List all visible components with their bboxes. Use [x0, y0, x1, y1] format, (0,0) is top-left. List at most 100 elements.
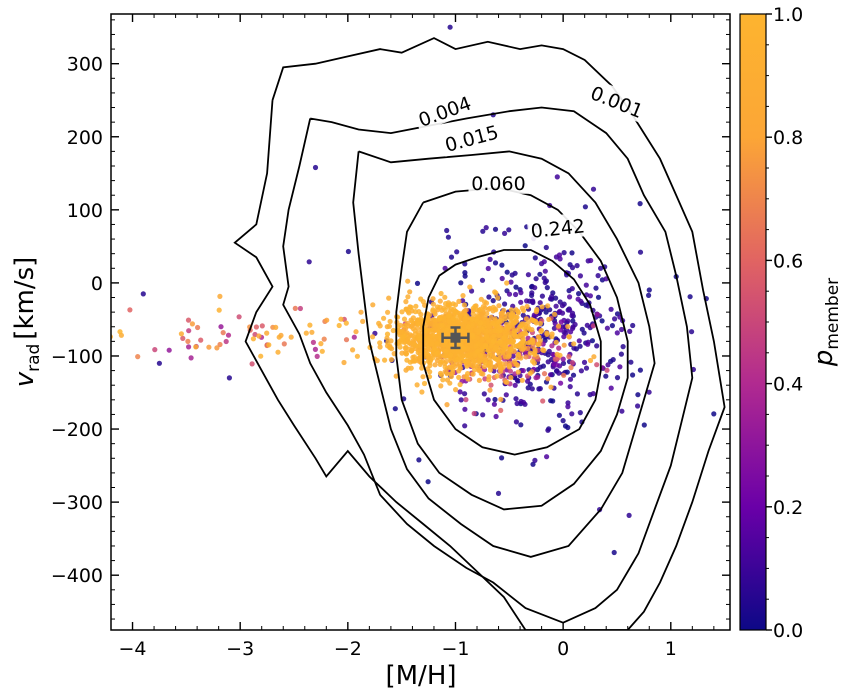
scatter-point [557, 256, 563, 262]
scatter-point [599, 318, 605, 324]
scatter-point [218, 324, 224, 330]
scatter-point [617, 364, 623, 370]
scatter-point [589, 338, 596, 344]
scatter-point [525, 378, 531, 384]
scatter-point [437, 298, 443, 304]
scatter-point [523, 354, 529, 360]
scatter-point [370, 334, 376, 340]
scatter-point [458, 280, 464, 286]
scatter-point [226, 375, 232, 381]
scatter-point [520, 399, 527, 405]
scatter-point [545, 427, 551, 433]
scatter-point [454, 249, 460, 255]
scatter-point [558, 380, 564, 386]
scatter-point [472, 367, 478, 373]
scatter-point [456, 374, 462, 380]
scatter-point [566, 334, 572, 340]
scatter-point [567, 376, 574, 382]
scatter-point [689, 329, 695, 335]
scatter-point [480, 412, 486, 418]
scatter-point [561, 372, 567, 378]
scatter-point [425, 342, 431, 348]
scatter-point [524, 298, 530, 304]
scatter-point [444, 402, 450, 408]
scatter-point [459, 358, 465, 364]
y-tick-label: −200 [51, 419, 103, 441]
scatter-point [461, 302, 467, 308]
scatter-point [252, 331, 258, 338]
scatter-point [590, 323, 596, 329]
scatter-point [442, 339, 449, 345]
scatter-point [558, 319, 564, 325]
scatter-point [533, 276, 539, 282]
scatter-point [565, 404, 571, 410]
scatter-point [484, 311, 490, 317]
scatter-point [567, 384, 573, 390]
scatter-point [460, 328, 466, 334]
scatter-point [496, 303, 502, 309]
scatter-point [336, 322, 342, 329]
scatter-point [519, 377, 525, 383]
y-axis-label-unit: [km/s] [10, 257, 40, 340]
scatter-point [530, 298, 536, 304]
y-tick-label: −300 [51, 492, 103, 514]
scatter-point [568, 365, 574, 371]
scatter-point [292, 305, 298, 311]
scatter-point [152, 347, 158, 353]
scatter-point [515, 351, 522, 357]
scatter-point [275, 349, 281, 355]
scatter-point [581, 359, 588, 365]
scatter-point [502, 354, 508, 360]
scatter-point [216, 307, 222, 313]
contour-lines [233, 37, 726, 630]
scatter-point [526, 340, 532, 346]
scatter-point [595, 294, 602, 300]
scatter-point [453, 314, 459, 320]
scatter-point [456, 317, 462, 323]
scatter-point [578, 368, 585, 374]
scatter-point [538, 328, 544, 334]
scatter-point [483, 328, 490, 334]
scatter-point [537, 386, 543, 392]
scatter-point [546, 316, 552, 322]
scatter-point [306, 259, 312, 265]
scatter-point [569, 250, 575, 256]
scatter-point [561, 250, 567, 256]
scatter-point [444, 371, 450, 377]
scatter-point [535, 374, 541, 380]
scatter-point [506, 291, 513, 297]
scatter-point [565, 424, 571, 431]
x-tick-label: −1 [441, 638, 469, 660]
scatter-point [549, 334, 555, 340]
scatter-point [523, 331, 529, 337]
scatter-point [445, 313, 451, 319]
scatter-point [345, 248, 351, 255]
scatter-point [534, 307, 540, 313]
scatter-point [454, 356, 460, 363]
scatter-point [604, 367, 610, 373]
scatter-point [413, 303, 419, 309]
scatter-point [442, 265, 448, 271]
scatter-point [532, 285, 538, 291]
scatter-point [711, 411, 717, 417]
scatter-point [449, 328, 455, 334]
scatter-point [560, 356, 566, 362]
scatter-point [470, 321, 476, 327]
contour-label-group: 0.001 [585, 78, 650, 124]
scatter-point [572, 321, 578, 328]
scatter-point [446, 318, 452, 324]
scatter-point [439, 322, 445, 328]
scatter-point [494, 337, 500, 343]
scatter-point [206, 344, 212, 350]
scatter-point [377, 340, 383, 346]
scatter-point [593, 285, 599, 291]
scatter-point [491, 401, 497, 407]
scatter-point [469, 332, 475, 338]
scatter-point [472, 303, 478, 309]
contour-line [352, 150, 656, 558]
scatter-point [479, 277, 486, 283]
scatter-point [518, 355, 524, 361]
colorbar-tick-label: 0.8 [773, 127, 803, 149]
scatter-point [537, 300, 543, 306]
scatter-point [398, 339, 404, 345]
